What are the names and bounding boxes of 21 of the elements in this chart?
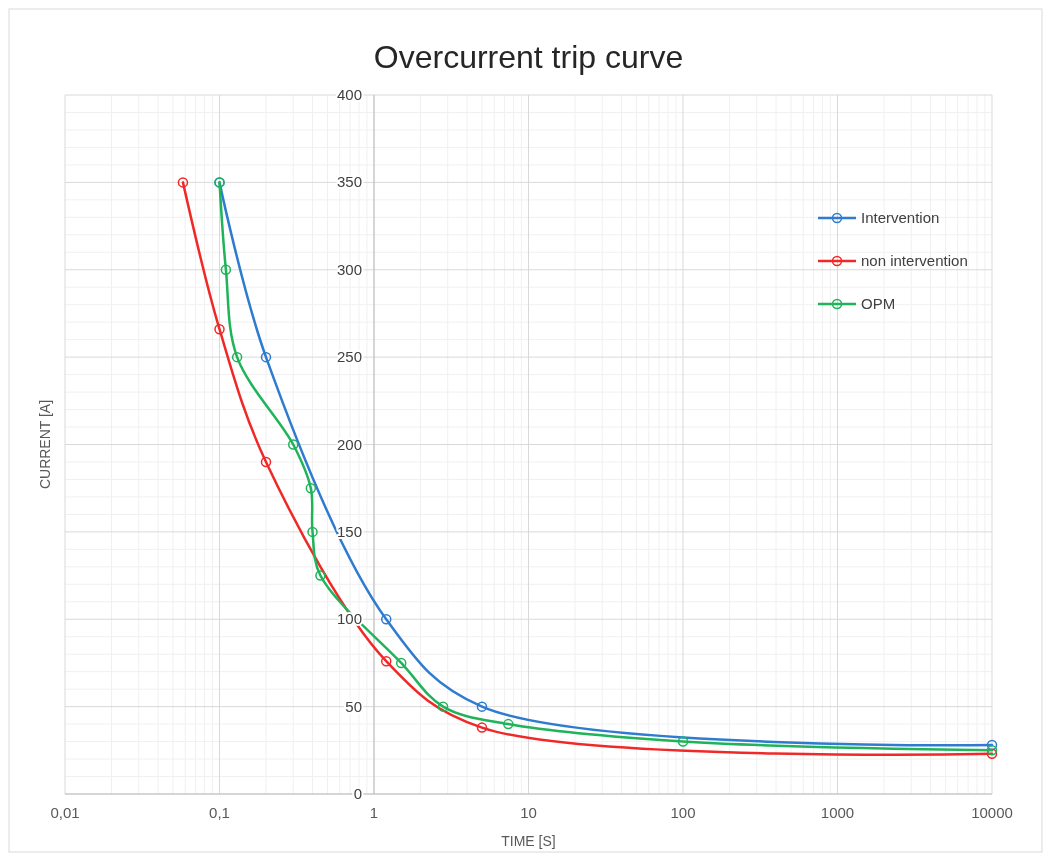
- y-tick-label: 200: [336, 435, 362, 453]
- x-tick-label: 0,01: [50, 804, 80, 821]
- x-tick-label: 10: [520, 804, 537, 821]
- y-tick-label: 0: [353, 785, 362, 802]
- y-tick-label: 50: [345, 697, 362, 715]
- legend-label: non intervention: [861, 252, 968, 269]
- legend-label: Intervention: [861, 209, 940, 226]
- chart-title: Overcurrent trip curve: [373, 39, 684, 75]
- y-axis-title: CURRENT [A]: [37, 399, 53, 490]
- legend-label: OPM: [861, 295, 896, 312]
- y-tick-label: 350: [336, 173, 362, 191]
- x-tick-label: 100: [670, 804, 696, 821]
- y-tick-label: 250: [336, 348, 362, 366]
- x-tick-label: 10000: [971, 804, 1013, 821]
- y-tick-label: 400: [336, 86, 362, 103]
- y-tick-label: 300: [336, 260, 362, 278]
- x-tick-label: 1: [369, 804, 379, 821]
- x-axis-title: TIME [S]: [501, 833, 556, 849]
- y-tick-label: 150: [336, 522, 362, 540]
- x-tick-label: 1000: [820, 804, 855, 821]
- x-tick-label: 0,1: [209, 804, 230, 821]
